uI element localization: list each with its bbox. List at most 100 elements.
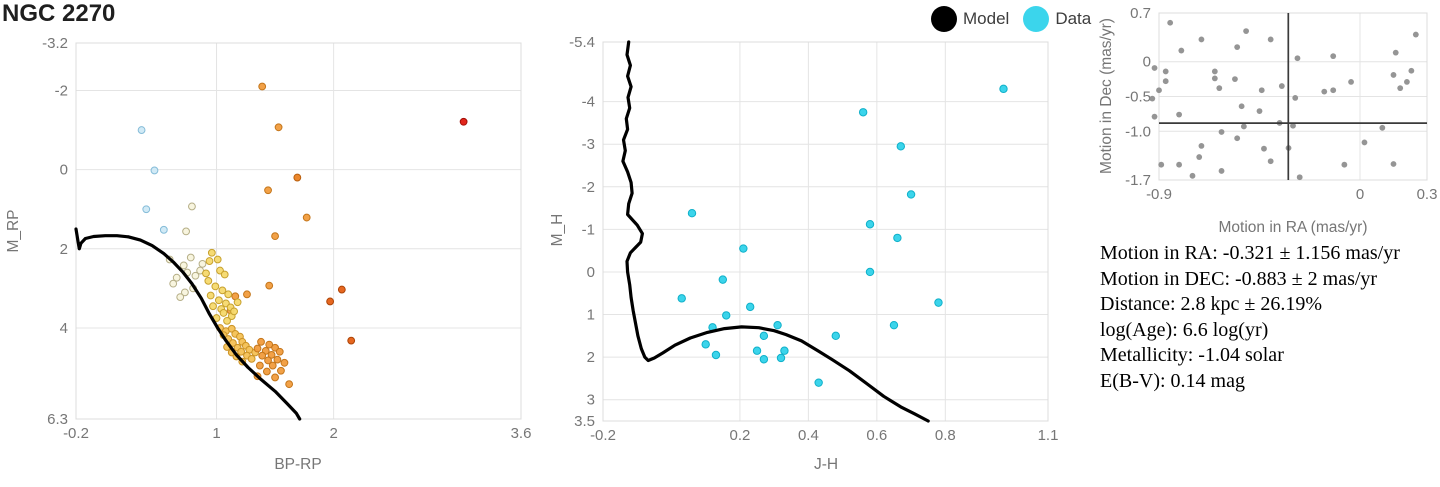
data-point[interactable] <box>831 331 840 341</box>
data-point[interactable] <box>142 205 151 214</box>
data-point[interactable] <box>1290 122 1296 129</box>
data-point[interactable] <box>182 227 190 236</box>
data-point[interactable] <box>258 82 267 91</box>
data-point[interactable] <box>258 351 267 360</box>
data-point[interactable] <box>1361 139 1368 146</box>
data-point[interactable] <box>1392 49 1399 56</box>
data-point[interactable] <box>1341 161 1348 168</box>
data-point[interactable] <box>202 269 210 278</box>
data-point[interactable] <box>255 361 264 370</box>
data-point[interactable] <box>1321 88 1328 95</box>
data-point[interactable] <box>285 380 294 389</box>
data-point[interactable] <box>1267 36 1274 43</box>
data-point[interactable] <box>274 123 283 132</box>
data-point[interactable] <box>1198 143 1205 149</box>
data-point[interactable] <box>213 255 222 264</box>
data-point[interactable] <box>1330 53 1337 60</box>
data-point[interactable] <box>1294 55 1301 62</box>
data-point[interactable] <box>687 208 697 218</box>
data-point[interactable] <box>934 298 943 307</box>
data-point[interactable] <box>1167 19 1174 26</box>
data-point[interactable] <box>273 355 282 364</box>
data-point[interactable] <box>718 275 728 284</box>
data-point[interactable] <box>1198 36 1205 43</box>
data-point[interactable] <box>265 340 274 349</box>
data-point[interactable] <box>219 309 228 317</box>
data-point[interactable] <box>814 378 823 387</box>
data-point[interactable] <box>207 248 216 257</box>
data-point[interactable] <box>186 253 195 262</box>
legend-item-model[interactable]: Model <box>931 6 1009 32</box>
data-point[interactable] <box>1156 87 1162 94</box>
data-point[interactable] <box>1390 161 1397 167</box>
data-point[interactable] <box>1292 94 1299 101</box>
data-point[interactable] <box>722 311 731 320</box>
data-point[interactable] <box>211 282 220 291</box>
data-point[interactable] <box>1149 95 1156 102</box>
data-point[interactable] <box>1243 28 1249 34</box>
data-point[interactable] <box>1158 161 1165 168</box>
data-point[interactable] <box>1232 76 1238 83</box>
data-point[interactable] <box>224 290 233 299</box>
data-point[interactable] <box>271 373 279 382</box>
data-point[interactable] <box>759 355 769 364</box>
data-point[interactable] <box>1234 135 1241 142</box>
data-point[interactable] <box>347 336 356 345</box>
data-point[interactable] <box>459 117 468 126</box>
data-point[interactable] <box>150 166 159 175</box>
data-point[interactable] <box>1296 174 1303 181</box>
data-point[interactable] <box>206 291 215 300</box>
data-point[interactable] <box>1211 75 1218 82</box>
data-point[interactable] <box>1218 168 1225 174</box>
data-point[interactable] <box>262 367 271 376</box>
data-point[interactable] <box>220 270 229 279</box>
data-point[interactable] <box>264 356 272 365</box>
data-point[interactable] <box>759 331 769 341</box>
data-point[interactable] <box>773 320 782 330</box>
data-point[interactable] <box>264 186 272 195</box>
data-point[interactable] <box>277 366 285 375</box>
data-point[interactable] <box>711 350 721 360</box>
data-point[interactable] <box>745 302 755 312</box>
data-point[interactable] <box>780 346 789 355</box>
data-point[interactable] <box>172 273 181 282</box>
data-point[interactable] <box>243 290 251 299</box>
data-point[interactable] <box>701 340 710 349</box>
cmd-gaia-plot[interactable]: -0.2 1 2 3.6 -3.2 -2 0 2 4 6.3 <box>42 35 531 442</box>
data-point[interactable] <box>326 297 335 306</box>
data-point[interactable] <box>293 173 302 182</box>
data-point[interactable] <box>1151 65 1158 71</box>
data-point[interactable] <box>271 232 279 241</box>
data-point[interactable] <box>752 346 762 355</box>
data-point[interactable] <box>1162 78 1169 85</box>
data-point[interactable] <box>209 302 217 311</box>
data-point[interactable] <box>267 350 276 359</box>
data-point[interactable] <box>237 347 246 356</box>
data-point[interactable] <box>1218 129 1225 135</box>
data-point[interactable] <box>265 281 274 290</box>
data-point[interactable] <box>181 288 189 297</box>
data-point[interactable] <box>1234 44 1241 50</box>
data-points[interactable] <box>1149 19 1419 181</box>
data-point[interactable] <box>1258 87 1265 94</box>
data-point[interactable] <box>247 354 256 363</box>
data-point[interactable] <box>1189 172 1196 179</box>
data-point[interactable] <box>302 213 311 222</box>
data-point[interactable] <box>1240 123 1247 130</box>
data-point[interactable] <box>275 347 284 356</box>
data-point[interactable] <box>1397 85 1404 92</box>
data-point[interactable] <box>896 142 906 151</box>
data-point[interactable] <box>268 361 277 370</box>
cmd-2mass-plot[interactable]: -0.2 0.2 0.4 0.6 0.8 1.1 -5.4 -4 -3 -2 -1 0 1 2 3 3.5 <box>569 34 1058 444</box>
data-point[interactable] <box>889 320 899 330</box>
data-point[interactable] <box>176 293 185 301</box>
data-point[interactable] <box>198 259 207 268</box>
data-point[interactable] <box>906 190 916 199</box>
proper-motion-plot[interactable]: -0.9 0 0.3 0.7 0 -0.5 -1.0 -1.7 <box>1125 5 1437 203</box>
data-point[interactable] <box>137 126 146 134</box>
data-point[interactable] <box>1412 31 1419 38</box>
data-point[interactable] <box>865 220 875 229</box>
data-point[interactable] <box>205 257 214 265</box>
data-point[interactable] <box>858 108 868 117</box>
data-point[interactable] <box>214 296 223 305</box>
